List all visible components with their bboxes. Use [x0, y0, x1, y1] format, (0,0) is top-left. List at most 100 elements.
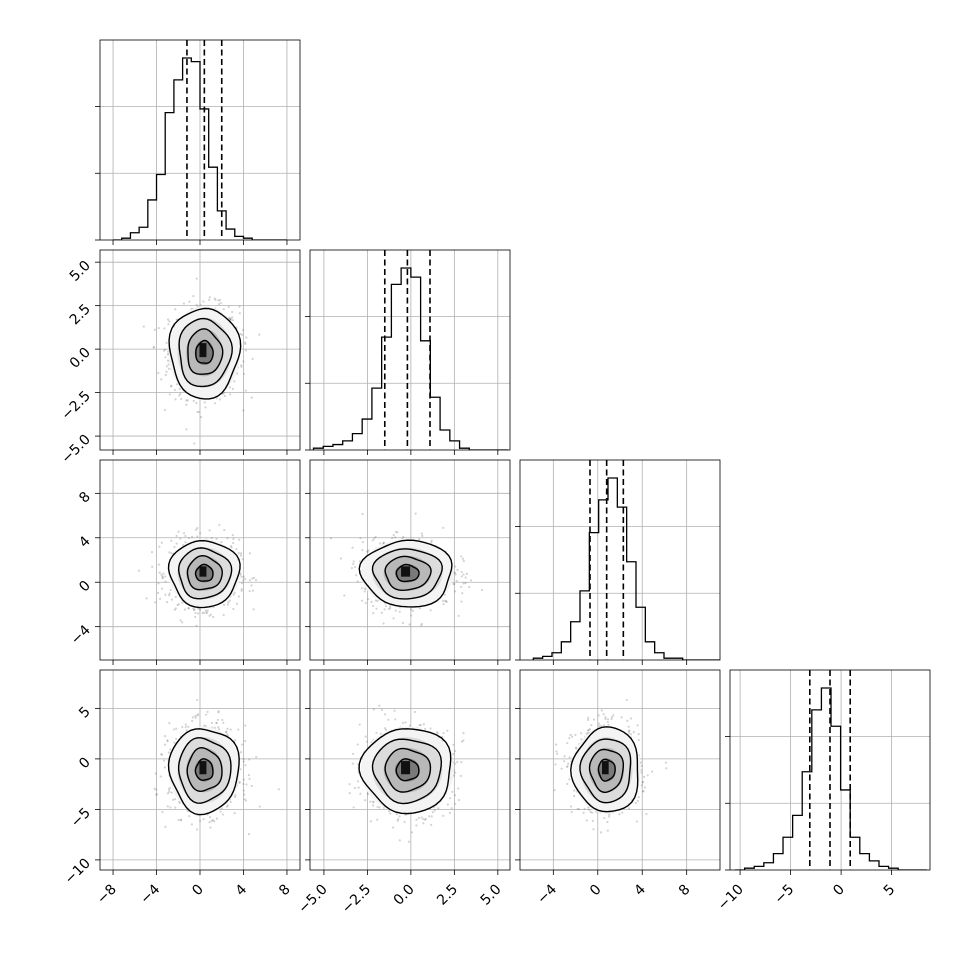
- scatter-point: [242, 372, 246, 376]
- scatter-point: [452, 582, 455, 586]
- scatter-point: [586, 731, 589, 734]
- scatter-point: [627, 725, 630, 728]
- scatter-point: [568, 778, 571, 781]
- scatter-point: [208, 529, 211, 532]
- scatter-point: [353, 786, 356, 790]
- scatter-point: [196, 698, 199, 702]
- scatter-point: [174, 308, 177, 311]
- scatter-point: [182, 532, 186, 535]
- scatter-point: [244, 764, 247, 767]
- contour-level-4: [168, 307, 242, 400]
- panel-content: [312, 250, 509, 450]
- scatter-point: [415, 818, 418, 821]
- scatter-point: [181, 725, 184, 729]
- scatter-point: [424, 817, 427, 821]
- scatter-point: [600, 709, 604, 712]
- scatter-point: [361, 512, 364, 516]
- scatter-point: [244, 724, 247, 727]
- scatter-point: [608, 813, 611, 816]
- scatter-point: [460, 600, 463, 603]
- histogram-step-0: [113, 57, 287, 240]
- scatter-point: [185, 428, 188, 431]
- scatter-point: [566, 765, 569, 768]
- scatter-point: [254, 579, 258, 582]
- scatter-point: [454, 762, 457, 765]
- scatter-point: [430, 541, 433, 544]
- scatter-point: [173, 798, 177, 801]
- scatter-point: [195, 277, 198, 280]
- scatter-point: [351, 546, 354, 549]
- scatter-point: [222, 613, 225, 617]
- scatter-point: [167, 323, 170, 326]
- scatter-point: [444, 599, 447, 602]
- scatter-point: [179, 392, 182, 395]
- scatter-point: [431, 811, 435, 814]
- scatter-point: [430, 539, 433, 542]
- scatter-point: [209, 826, 212, 829]
- scatter-point: [602, 724, 606, 727]
- scatter-point: [170, 791, 173, 794]
- scatter-point: [383, 608, 386, 611]
- scatter-point: [227, 305, 230, 308]
- scatter-point: [218, 398, 222, 401]
- scatter-point: [366, 550, 369, 553]
- scatter-point: [211, 818, 214, 822]
- scatter-point: [391, 536, 394, 540]
- scatter-point: [604, 717, 607, 721]
- scatter-point: [210, 536, 213, 540]
- scatter-point: [164, 356, 167, 359]
- y-tick-label: 5.0: [67, 258, 94, 285]
- scatter-point: [610, 717, 613, 721]
- contour-level-2: [384, 747, 432, 793]
- contour-level-2: [187, 328, 224, 375]
- scatter-point: [590, 724, 593, 727]
- scatter-point: [251, 577, 254, 580]
- scatter-point: [419, 723, 422, 727]
- scatter-point: [194, 615, 197, 619]
- scatter-point: [199, 532, 202, 535]
- scatter-point: [241, 743, 244, 746]
- scatter-point: [462, 739, 465, 742]
- x-tick-label: 5: [881, 882, 899, 900]
- scatter-point: [580, 738, 583, 741]
- scatter-point: [374, 535, 377, 539]
- scatter-point: [244, 389, 247, 392]
- density-peak: [602, 761, 609, 775]
- scatter-point: [223, 391, 226, 394]
- scatter-point: [461, 557, 465, 560]
- scatter-point: [380, 708, 384, 712]
- scatter-point: [174, 806, 177, 809]
- scatter-point: [223, 603, 226, 606]
- scatter-point: [248, 590, 251, 593]
- scatter-point: [452, 743, 455, 746]
- scatter-point: [243, 793, 246, 796]
- scatter-point: [629, 733, 632, 736]
- scatter-point: [201, 611, 204, 615]
- scatter-point: [461, 592, 464, 595]
- scatter-point: [637, 732, 640, 736]
- scatter-point: [195, 401, 198, 405]
- scatter-point: [217, 299, 220, 302]
- density-peak: [401, 761, 411, 775]
- scatter-point: [462, 732, 465, 735]
- scatter-point: [645, 812, 648, 816]
- scatter-point: [591, 819, 595, 822]
- scatter-point: [232, 541, 235, 545]
- scatter-point: [191, 535, 194, 538]
- scatter-point: [422, 822, 425, 825]
- scatter-point: [239, 552, 243, 555]
- scatter-point: [164, 575, 167, 578]
- scatter-point: [242, 409, 245, 412]
- scatter-point: [359, 792, 362, 795]
- scatter-point: [154, 601, 157, 604]
- scatter-point: [218, 298, 222, 302]
- scatter-point: [244, 739, 247, 743]
- scatter-point: [358, 560, 361, 563]
- scatter-point: [363, 799, 367, 802]
- y-tick-label: −4: [68, 622, 94, 648]
- scatter-point: [393, 709, 396, 712]
- scatter-point: [422, 723, 425, 726]
- scatter-point: [157, 563, 160, 566]
- scatter-point: [206, 710, 209, 714]
- contour-level-3: [579, 738, 632, 804]
